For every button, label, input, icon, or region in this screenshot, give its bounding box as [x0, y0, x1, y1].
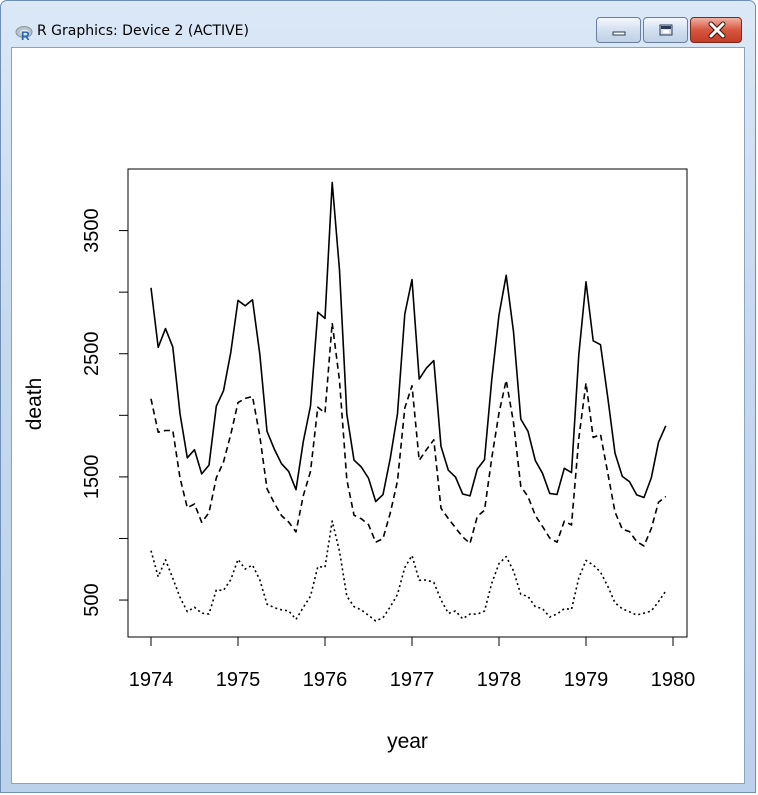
plot-area: 1974 1975 1976 1977 1978 1979 1980 500 1500 2500 3…: [11, 47, 745, 784]
window-title: R Graphics: Device 2 (ACTIVE): [37, 23, 249, 39]
x-tick-label: 1980: [651, 669, 696, 691]
x-tick-label: 1974: [129, 669, 174, 691]
minimize-icon: [612, 31, 626, 36]
y-axis-label: death: [23, 378, 46, 431]
y-tick-label: 1500: [81, 455, 103, 500]
x-tick-label: 1977: [390, 669, 435, 691]
r-logo-icon: R: [15, 26, 33, 42]
plot-box: [127, 168, 688, 638]
minimize-button[interactable]: [596, 17, 641, 43]
x-tick-label: 1978: [477, 669, 522, 691]
x-tick-label: 1976: [303, 669, 348, 691]
x-tick-label: 1975: [216, 669, 261, 691]
series-line-dotted: [150, 520, 667, 622]
close-icon: [708, 21, 726, 39]
maximize-button[interactable]: [643, 17, 688, 43]
series-lines: [150, 181, 667, 622]
time-series-chart: 1974 1975 1976 1977 1978 1979 1980 500 1500 2500 3…: [23, 168, 695, 753]
series-line-dashed: [150, 322, 667, 547]
y-tick-label: 3500: [81, 208, 103, 253]
close-button[interactable]: [690, 17, 742, 43]
svg-text:R: R: [21, 29, 30, 42]
series-line-solid: [150, 181, 667, 503]
y-tick-label: 500: [81, 583, 103, 616]
x-tick-label: 1979: [564, 669, 609, 691]
maximize-icon: [659, 24, 673, 36]
x-axis-label: year: [387, 730, 428, 753]
axes: 1974 1975 1976 1977 1978 1979 1980 500 1500 2500 3…: [81, 208, 695, 691]
y-tick-label: 2500: [81, 331, 103, 376]
title-bar[interactable]: R R Graphics: Device 2 (ACTIVE): [1, 1, 755, 47]
